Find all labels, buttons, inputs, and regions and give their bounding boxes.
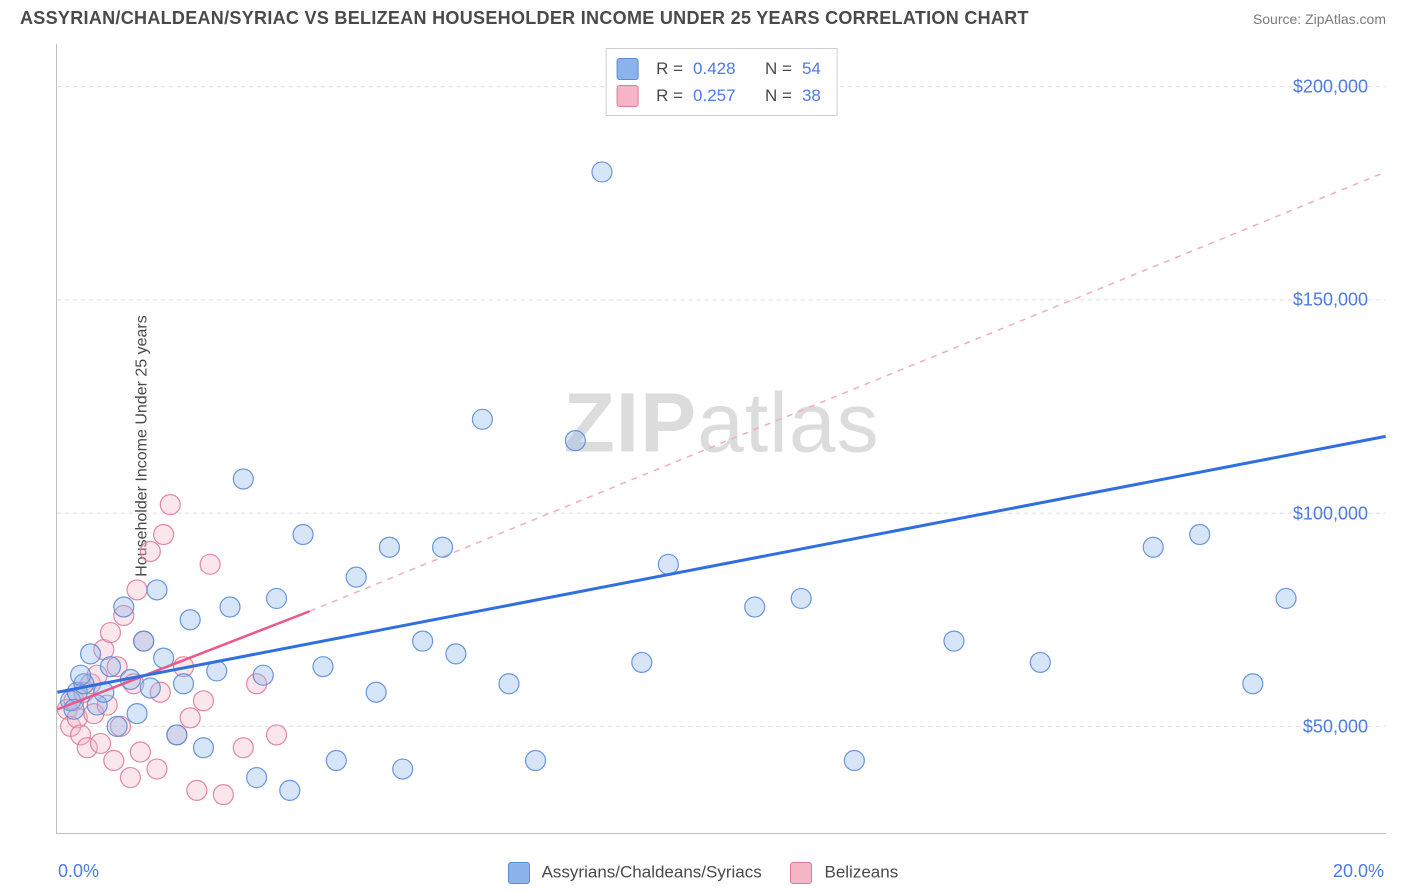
swatch-icon (616, 85, 638, 107)
swatch-icon (616, 58, 638, 80)
stats-row-assyrians: R = 0.428 N = 54 (616, 55, 821, 82)
source-label: Source: ZipAtlas.com (1253, 11, 1386, 27)
swatch-icon (508, 862, 530, 884)
r-value: 0.428 (693, 55, 736, 82)
y-tick-label: $200,000 (1293, 76, 1368, 97)
stats-legend: R = 0.428 N = 54 R = 0.257 N = 38 (605, 48, 838, 116)
chart-title: ASSYRIAN/CHALDEAN/SYRIAC VS BELIZEAN HOU… (20, 8, 1029, 29)
y-tick-label: $50,000 (1303, 717, 1368, 738)
series-legend: Assyrians/Chaldeans/Syriacs Belizeans (0, 862, 1406, 884)
swatch-icon (790, 862, 812, 884)
stats-row-belizeans: R = 0.257 N = 38 (616, 82, 821, 109)
y-tick-label: $100,000 (1293, 503, 1368, 524)
n-value: 38 (802, 82, 821, 109)
r-value: 0.257 (693, 82, 736, 109)
plot-area: ZIPatlas R = 0.428 N = 54 R = 0.257 N = … (56, 44, 1386, 834)
scatter-plot (57, 44, 1386, 833)
legend-item-assyrians: Assyrians/Chaldeans/Syriacs (508, 862, 762, 884)
y-tick-label: $150,000 (1293, 290, 1368, 311)
n-value: 54 (802, 55, 821, 82)
legend-item-belizeans: Belizeans (790, 862, 898, 884)
